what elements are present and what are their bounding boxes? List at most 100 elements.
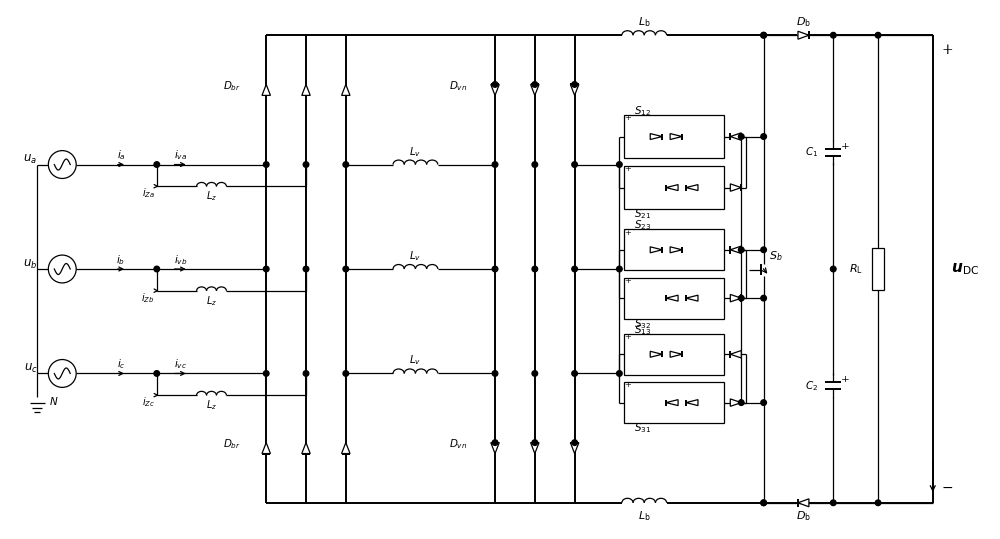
Circle shape	[303, 371, 309, 376]
Circle shape	[830, 266, 836, 272]
Circle shape	[617, 162, 622, 167]
Circle shape	[572, 371, 577, 376]
Text: $S_b$: $S_b$	[769, 248, 782, 262]
Circle shape	[303, 162, 309, 167]
Text: $L_\mathrm{b}$: $L_\mathrm{b}$	[638, 509, 651, 523]
Polygon shape	[666, 399, 678, 405]
Circle shape	[761, 400, 766, 405]
Polygon shape	[670, 134, 682, 140]
Text: $S_{12}$: $S_{12}$	[634, 104, 651, 118]
Polygon shape	[686, 295, 698, 301]
Text: $u_c$: $u_c$	[24, 362, 37, 375]
Text: $i_{va}$: $i_{va}$	[174, 149, 187, 162]
Polygon shape	[686, 184, 698, 191]
Circle shape	[343, 266, 349, 272]
Polygon shape	[302, 85, 310, 95]
Circle shape	[154, 162, 160, 167]
Circle shape	[532, 266, 538, 272]
Circle shape	[532, 371, 538, 376]
Polygon shape	[302, 443, 310, 453]
Text: $D_{br}$: $D_{br}$	[223, 437, 241, 451]
Circle shape	[738, 295, 744, 301]
Text: $C_1$: $C_1$	[805, 145, 818, 159]
Text: $i_{Za}$: $i_{Za}$	[142, 186, 155, 201]
Circle shape	[572, 162, 577, 167]
Circle shape	[532, 440, 538, 445]
Circle shape	[492, 266, 498, 272]
Polygon shape	[730, 399, 741, 406]
Circle shape	[617, 371, 622, 376]
Text: $\bfit{u}_\mathrm{DC}$: $\bfit{u}_\mathrm{DC}$	[951, 261, 979, 277]
Polygon shape	[491, 443, 499, 453]
Circle shape	[761, 134, 766, 139]
Circle shape	[154, 371, 160, 376]
Circle shape	[532, 162, 538, 167]
Text: +: +	[624, 333, 631, 341]
Text: $i_{vc}$: $i_{vc}$	[174, 357, 187, 371]
Bar	[624, 229, 724, 271]
Circle shape	[761, 500, 766, 506]
Bar	[624, 382, 724, 423]
Polygon shape	[342, 85, 350, 95]
Circle shape	[761, 32, 766, 38]
Text: +: +	[624, 277, 631, 285]
Circle shape	[343, 162, 349, 167]
Circle shape	[830, 32, 836, 38]
Circle shape	[532, 82, 538, 87]
Polygon shape	[570, 443, 579, 453]
Polygon shape	[650, 134, 662, 140]
Text: $S_{32}$: $S_{32}$	[634, 317, 651, 330]
Polygon shape	[262, 85, 270, 95]
Polygon shape	[730, 350, 741, 358]
Text: $L_\mathrm{b}$: $L_\mathrm{b}$	[638, 16, 651, 29]
Circle shape	[48, 150, 76, 178]
Text: +: +	[841, 376, 850, 384]
Circle shape	[761, 295, 766, 301]
Text: +: +	[624, 165, 631, 174]
Circle shape	[492, 371, 498, 376]
Circle shape	[761, 32, 766, 38]
Circle shape	[761, 247, 766, 253]
Polygon shape	[730, 294, 741, 302]
Text: +: +	[624, 229, 631, 237]
Circle shape	[572, 82, 577, 87]
Text: $S_{31}$: $S_{31}$	[634, 421, 651, 435]
Polygon shape	[798, 31, 809, 39]
Circle shape	[830, 500, 836, 506]
Circle shape	[738, 134, 744, 139]
Polygon shape	[686, 399, 698, 405]
Circle shape	[572, 440, 577, 445]
Text: $N$: $N$	[49, 395, 59, 407]
Circle shape	[738, 247, 744, 253]
Text: $L_v$: $L_v$	[409, 354, 422, 368]
Text: $D_{vn}$: $D_{vn}$	[449, 437, 467, 451]
Polygon shape	[670, 247, 682, 253]
Polygon shape	[262, 443, 270, 453]
Text: $L_z$: $L_z$	[206, 190, 217, 203]
Text: $D_\mathrm{b}$: $D_\mathrm{b}$	[796, 16, 811, 29]
Bar	[624, 278, 724, 319]
Text: $C_2$: $C_2$	[805, 379, 818, 393]
Text: $S_{21}$: $S_{21}$	[634, 208, 651, 221]
Text: $D_\mathrm{b}$: $D_\mathrm{b}$	[796, 509, 811, 523]
Circle shape	[492, 162, 498, 167]
Circle shape	[875, 500, 881, 506]
Polygon shape	[650, 247, 662, 253]
Circle shape	[492, 82, 498, 87]
Text: $S_{23}$: $S_{23}$	[634, 218, 652, 232]
Polygon shape	[342, 443, 350, 453]
Text: +: +	[624, 382, 631, 390]
Text: +: +	[841, 142, 850, 150]
Polygon shape	[798, 499, 809, 507]
Polygon shape	[730, 184, 741, 191]
Circle shape	[617, 266, 622, 272]
Text: $R_\mathrm{L}$: $R_\mathrm{L}$	[849, 262, 863, 276]
Circle shape	[154, 266, 160, 272]
Bar	[624, 166, 724, 209]
Polygon shape	[730, 246, 741, 253]
Text: $i_c$: $i_c$	[117, 357, 125, 371]
Polygon shape	[531, 85, 539, 95]
Polygon shape	[666, 295, 678, 301]
Bar	[624, 334, 724, 375]
Bar	[624, 115, 724, 158]
